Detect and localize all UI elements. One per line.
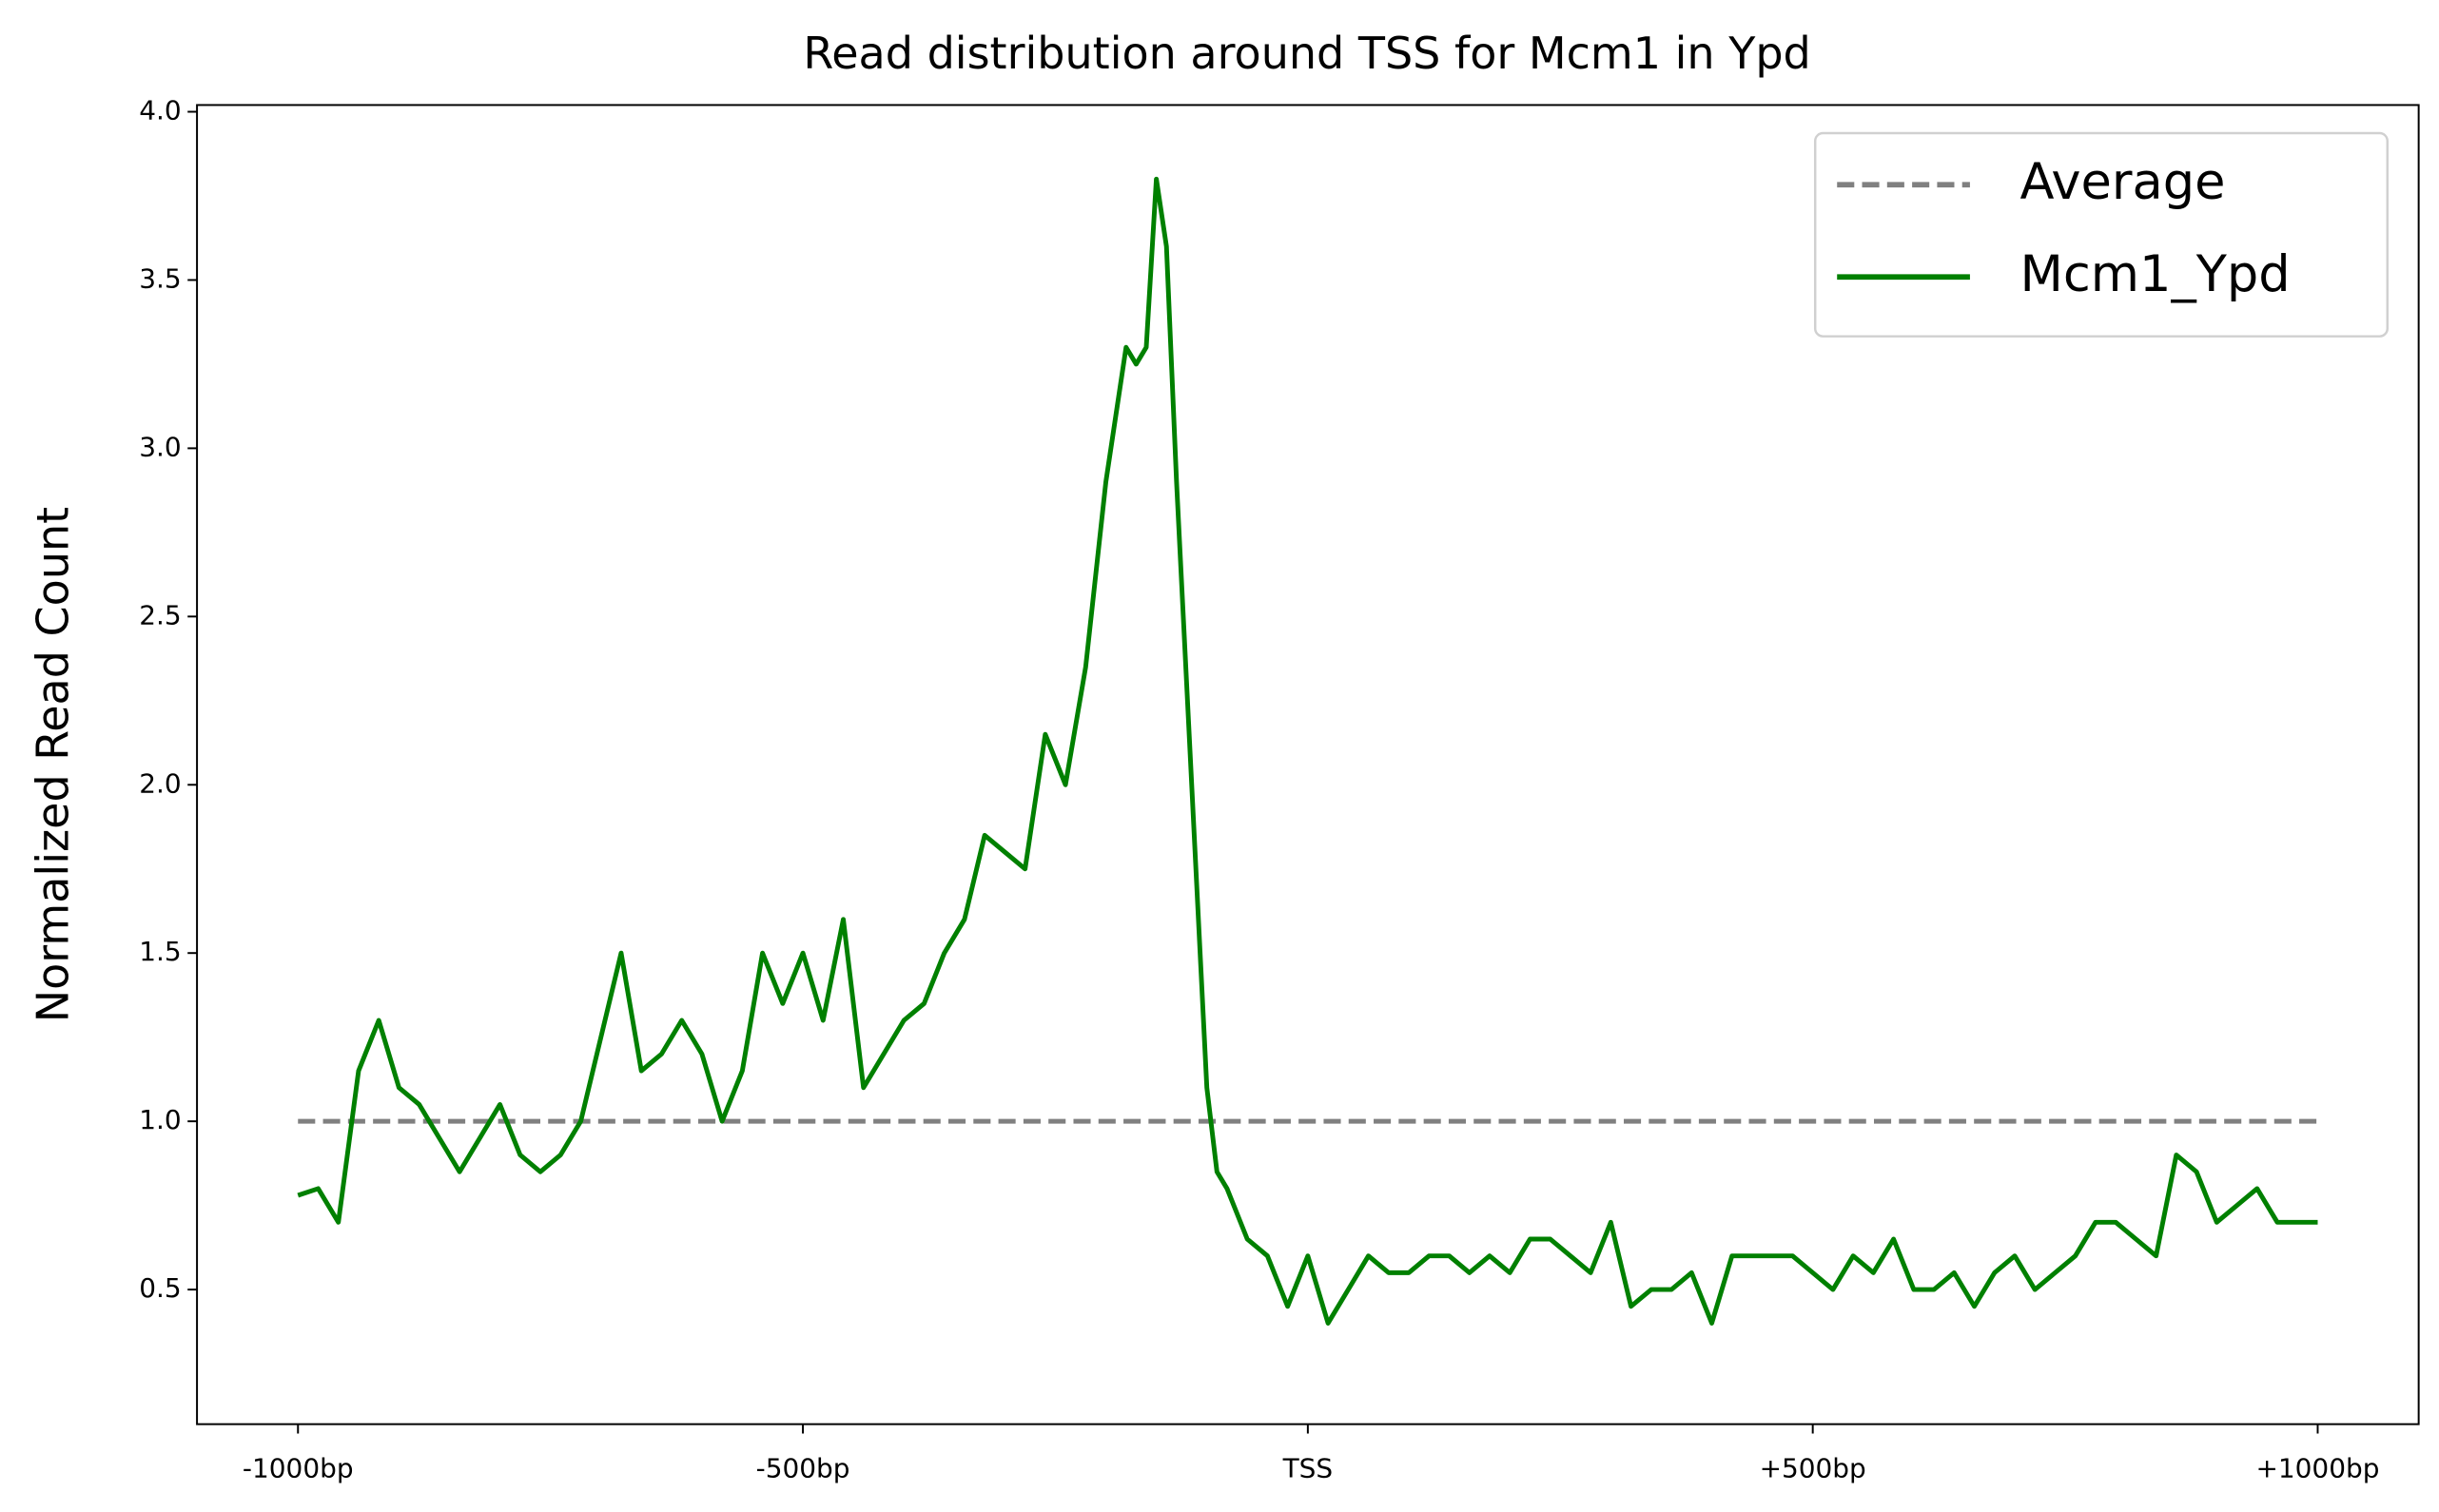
x-tick-label: +1000bp: [2255, 1452, 2379, 1483]
y-tick-label: 1.5: [139, 936, 181, 967]
y-tick-label: 3.5: [139, 262, 181, 294]
x-tick-label: -500bp: [756, 1452, 850, 1483]
y-tick-label: 2.0: [139, 767, 181, 799]
y-axis-label: Normalized Read Count: [28, 507, 79, 1022]
legend-label: Mcm1_Ypd: [2020, 245, 2291, 303]
legend-box: [1813, 131, 2389, 338]
y-tick-label: 2.5: [139, 599, 181, 630]
x-tick-label: +500bp: [1760, 1452, 1866, 1483]
y-tick-label: 0.5: [139, 1272, 181, 1304]
y-tick-label: 1.0: [139, 1104, 181, 1135]
y-tick-label: 3.0: [139, 431, 181, 462]
series-line: [297, 176, 2318, 1326]
legend-label: Average: [2020, 153, 2226, 211]
chart-title: Read distribution around TSS for Mcm1 in…: [803, 28, 1810, 79]
x-tick-label: -1000bp: [243, 1452, 354, 1483]
plot-frame: [196, 104, 2420, 1425]
x-tick-label: TSS: [1282, 1452, 1334, 1483]
y-tick-label: 4.0: [139, 95, 181, 126]
